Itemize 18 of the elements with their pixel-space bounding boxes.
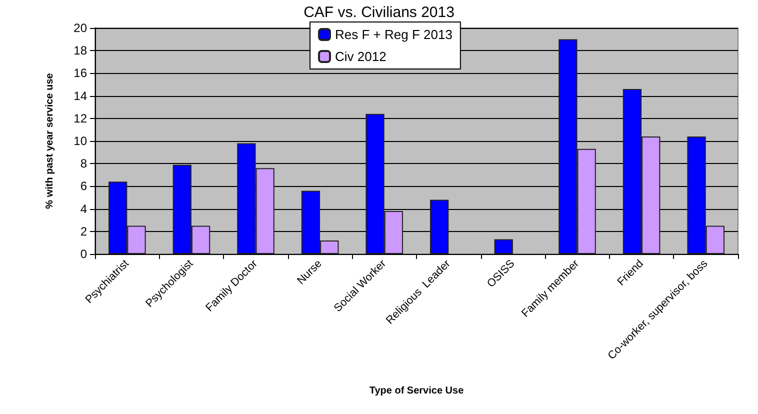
y-tick-label: 8 [80,156,88,171]
bar [430,200,449,254]
y-tick-label: 10 [74,134,88,148]
x-axis-title: Type of Service Use [369,386,464,396]
y-tick-label: 16 [74,66,88,80]
y-tick-label: 4 [80,202,88,216]
legend-label: Res F + Reg F 2013 [335,27,452,42]
y-tick-label: 12 [74,111,88,126]
y-tick-label: 2 [80,224,88,238]
bar [494,239,513,254]
legend-label: Civ 2012 [335,49,386,64]
y-axis-title: % with past year service use [44,72,56,209]
y-tick-label: 0 [80,247,88,261]
y-tick-label: 20 [74,21,88,35]
y-tick-label: 18 [74,44,88,58]
y-tick-label: 14 [74,88,88,103]
chart-title: CAF vs. Civilians 2013 [304,4,454,21]
y-tick-label: 6 [80,179,88,194]
